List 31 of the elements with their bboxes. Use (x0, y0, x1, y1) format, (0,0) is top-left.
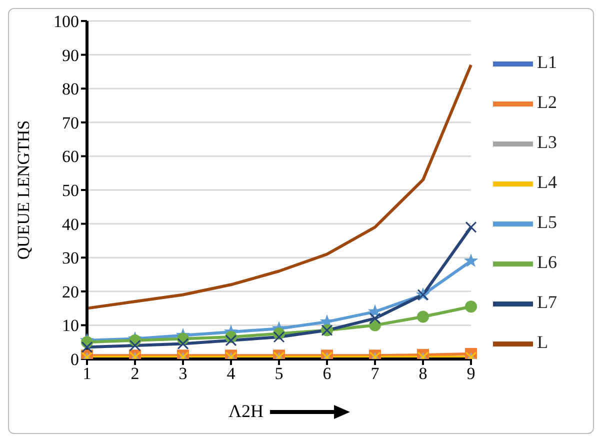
y-tick-label: 70 (62, 113, 79, 132)
y-tick-label: 50 (62, 181, 79, 200)
y-tick-label: 40 (62, 214, 79, 234)
x-axis-title: Λ2H (228, 401, 264, 422)
legend-label: L3 (537, 132, 557, 152)
x-tick-label: 2 (130, 364, 140, 384)
x-tick-label: 7 (370, 364, 380, 384)
y-tick-label: 10 (62, 316, 79, 336)
legend-label: L1 (537, 52, 557, 72)
y-tick-label: 100 (54, 12, 79, 32)
y-tick-label: 0 (70, 350, 79, 370)
y-tick-label: 60 (62, 147, 79, 166)
legend-label: L7 (537, 292, 557, 312)
y-axis-title: QUEUE LENGTHS (14, 120, 34, 260)
y-tick-label: 30 (62, 248, 79, 268)
legend-label: L4 (537, 172, 557, 192)
x-tick-label: 5 (274, 364, 284, 384)
legend-label: L2 (537, 92, 557, 112)
x-tick-label: 4 (226, 364, 236, 384)
y-tick-label: 90 (62, 46, 79, 65)
x-tick-label: 1 (82, 364, 92, 384)
x-tick-label: 9 (466, 364, 476, 384)
x-tick-label: 8 (418, 364, 428, 384)
x-tick-label: 6 (322, 364, 332, 384)
legend-label: L (537, 332, 548, 352)
y-tick-label: 20 (62, 282, 79, 302)
line-series (86, 63, 472, 310)
legend-label: L6 (537, 252, 557, 272)
x-tick-label: 3 (178, 364, 188, 384)
y-tick-label: 80 (62, 80, 79, 99)
legend-label: L5 (537, 212, 557, 232)
